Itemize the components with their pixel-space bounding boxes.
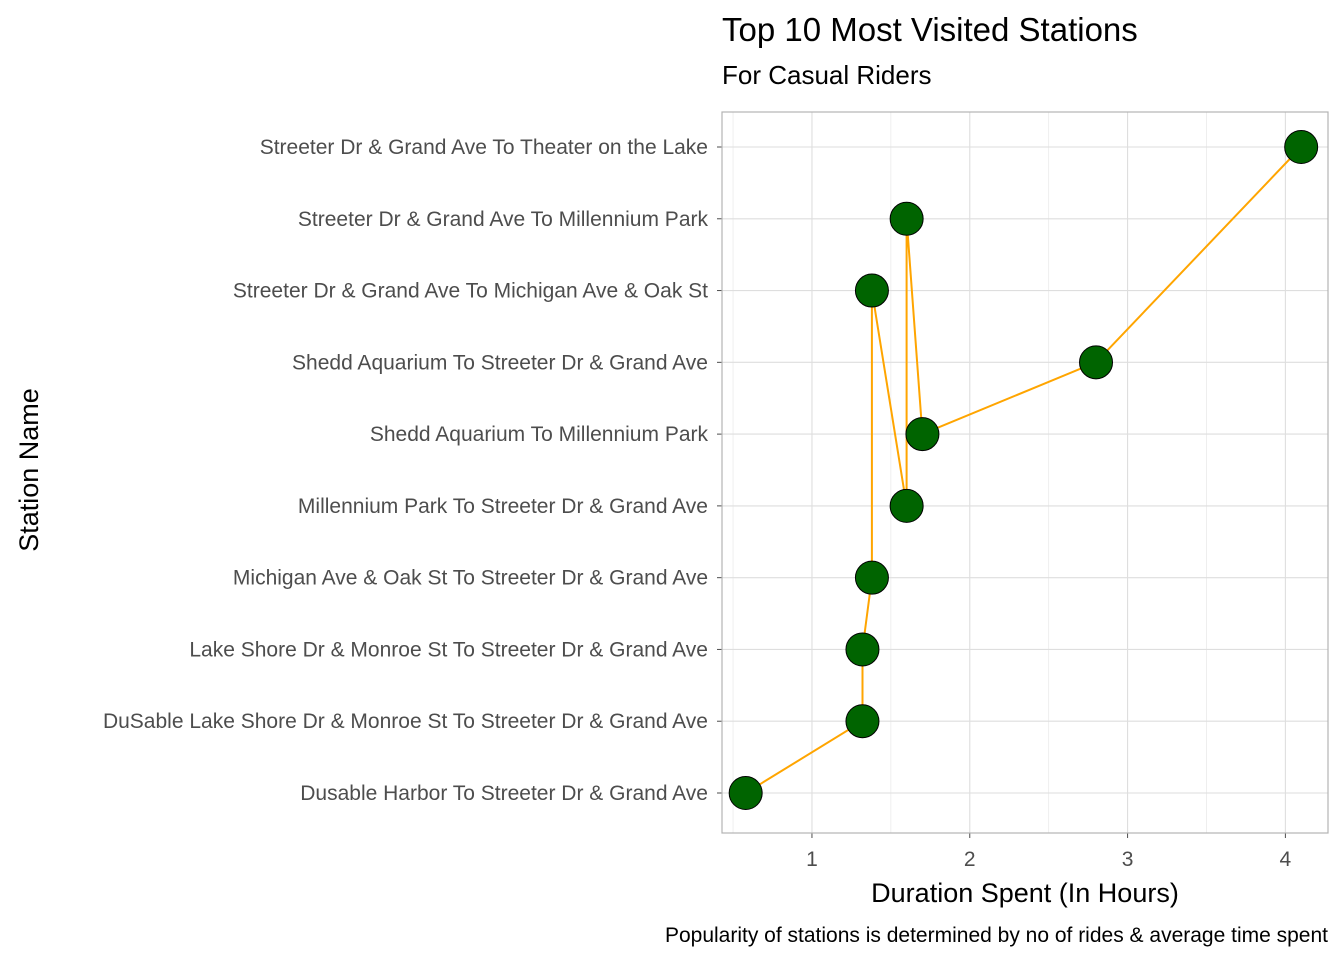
data-point	[854, 560, 889, 595]
data-point	[1284, 130, 1319, 164]
series-line	[745, 146, 1302, 794]
data-point	[889, 201, 924, 236]
x-axis-title: Duration Spent (In Hours)	[871, 878, 1179, 908]
y-tick-label: Streeter Dr & Grand Ave To Michigan Ave …	[233, 280, 708, 303]
x-tick-label: 2	[964, 848, 976, 871]
y-tick-label: Dusable Harbor To Streeter Dr & Grand Av…	[300, 782, 708, 805]
chart-title: Top 10 Most Visited Stations	[722, 11, 1138, 48]
chart-caption: Popularity of stations is determined by …	[665, 924, 1328, 947]
y-tick-label: Shedd Aquarium To Millennium Park	[370, 423, 709, 446]
data-point	[845, 632, 880, 667]
y-tick-label: Millennium Park To Streeter Dr & Grand A…	[298, 495, 708, 518]
y-tick-label: Michigan Ave & Oak St To Streeter Dr & G…	[233, 567, 708, 590]
y-tick-label: Lake Shore Dr & Monroe St To Streeter Dr…	[189, 638, 708, 661]
data-point	[1079, 345, 1114, 380]
x-tick-label: 4	[1280, 848, 1292, 871]
grid	[722, 112, 1328, 833]
data-point	[905, 417, 940, 452]
data-point	[728, 776, 763, 810]
chart-subtitle: For Casual Riders	[722, 60, 932, 90]
y-axis-title: Station Name	[14, 388, 44, 552]
y-tick-label: DuSable Lake Shore Dr & Monroe St To Str…	[103, 710, 708, 733]
data-points	[728, 130, 1319, 810]
y-tick-label: Streeter Dr & Grand Ave To Millennium Pa…	[298, 208, 709, 231]
y-tick-label: Streeter Dr & Grand Ave To Theater on th…	[260, 136, 708, 159]
x-tick-labels: 1 2 3 4	[806, 833, 1292, 871]
x-tick-label: 1	[806, 848, 818, 871]
y-tick-label: Shedd Aquarium To Streeter Dr & Grand Av…	[292, 351, 708, 374]
data-point	[854, 273, 889, 308]
series-line-path	[745, 146, 1302, 794]
y-tick-labels: Dusable Harbor To Streeter Dr & Grand Av…	[103, 136, 722, 805]
x-tick-label: 3	[1122, 848, 1134, 871]
panel-border	[721, 111, 1329, 834]
data-point	[889, 488, 924, 523]
data-point	[845, 704, 880, 739]
